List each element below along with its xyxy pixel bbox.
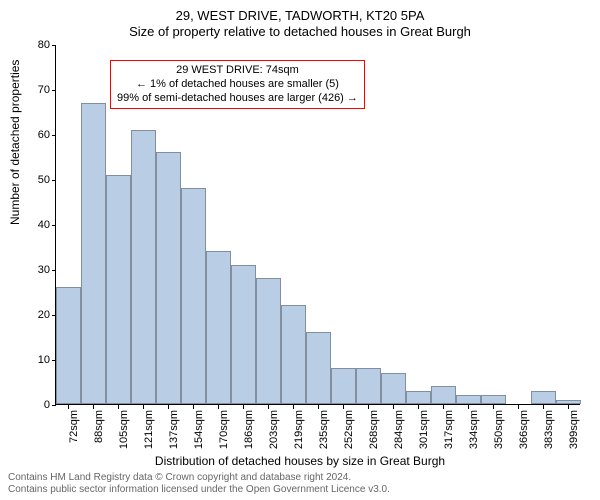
xtick-mark [168, 405, 169, 409]
xtick-label: 186sqm [243, 410, 255, 449]
xtick-label: 317sqm [443, 410, 455, 449]
chart-title-subtitle: Size of property relative to detached ho… [0, 24, 600, 39]
ytick-mark [52, 225, 56, 226]
y-axis-label: Number of detached properties [8, 60, 22, 225]
histogram-bar [456, 395, 481, 404]
xtick-label: 334sqm [468, 410, 480, 449]
xtick-mark [193, 405, 194, 409]
xtick-label: 268sqm [368, 410, 380, 449]
ytick-label: 80 [38, 39, 50, 51]
ytick-mark [52, 135, 56, 136]
xtick-label: 235sqm [318, 410, 330, 449]
ytick-label: 30 [38, 264, 50, 276]
histogram-bar [356, 368, 381, 404]
histogram-bar [431, 386, 456, 404]
histogram-bar [256, 278, 281, 404]
histogram-bar [106, 175, 131, 405]
xtick-label: 252sqm [343, 410, 355, 449]
chart-area: 29 WEST DRIVE: 74sqm ← 1% of detached ho… [55, 45, 580, 405]
ytick-mark [52, 270, 56, 271]
ytick-label: 60 [38, 129, 50, 141]
xtick-label: 121sqm [143, 410, 155, 449]
xtick-label: 72sqm [68, 410, 80, 443]
histogram-bar [231, 265, 256, 405]
ytick-label: 10 [38, 354, 50, 366]
xtick-label: 383sqm [543, 410, 555, 449]
histogram-bar [281, 305, 306, 404]
ytick-mark [52, 45, 56, 46]
xtick-label: 399sqm [568, 410, 580, 449]
xtick-label: 301sqm [418, 410, 430, 449]
xtick-mark [93, 405, 94, 409]
xtick-mark [68, 405, 69, 409]
histogram-bar [331, 368, 356, 404]
xtick-mark [218, 405, 219, 409]
callout-box: 29 WEST DRIVE: 74sqm ← 1% of detached ho… [110, 60, 365, 109]
ytick-label: 0 [44, 399, 50, 411]
histogram-bar [556, 400, 581, 405]
histogram-bar [481, 395, 506, 404]
xtick-mark [518, 405, 519, 409]
ytick-label: 70 [38, 84, 50, 96]
x-axis-label: Distribution of detached houses by size … [0, 454, 600, 468]
ytick-mark [52, 90, 56, 91]
histogram-bar [181, 188, 206, 404]
xtick-mark [318, 405, 319, 409]
footer-attribution: Contains HM Land Registry data © Crown c… [8, 472, 592, 496]
xtick-mark [293, 405, 294, 409]
xtick-label: 105sqm [118, 410, 130, 449]
xtick-mark [493, 405, 494, 409]
histogram-bar [56, 287, 81, 404]
xtick-label: 350sqm [493, 410, 505, 449]
xtick-mark [243, 405, 244, 409]
xtick-label: 366sqm [518, 410, 530, 449]
xtick-mark [543, 405, 544, 409]
footer-line2: Contains public sector information licen… [8, 484, 592, 496]
xtick-label: 154sqm [193, 410, 205, 449]
callout-line2: ← 1% of detached houses are smaller (5) [117, 78, 358, 92]
xtick-mark [143, 405, 144, 409]
xtick-label: 170sqm [218, 410, 230, 449]
histogram-bar [131, 130, 156, 405]
ytick-label: 40 [38, 219, 50, 231]
xtick-mark [468, 405, 469, 409]
chart-title-address: 29, WEST DRIVE, TADWORTH, KT20 5PA [0, 8, 600, 23]
xtick-mark [118, 405, 119, 409]
xtick-label: 137sqm [168, 410, 180, 449]
xtick-label: 284sqm [393, 410, 405, 449]
xtick-mark [343, 405, 344, 409]
histogram-bar [381, 373, 406, 405]
histogram-bar [306, 332, 331, 404]
xtick-mark [418, 405, 419, 409]
xtick-mark [393, 405, 394, 409]
histogram-bar [156, 152, 181, 404]
callout-line1: 29 WEST DRIVE: 74sqm [117, 64, 358, 78]
xtick-mark [268, 405, 269, 409]
callout-line3: 99% of semi-detached houses are larger (… [117, 92, 358, 106]
histogram-bar [81, 103, 106, 405]
ytick-mark [52, 180, 56, 181]
xtick-label: 219sqm [293, 410, 305, 449]
xtick-label: 203sqm [268, 410, 280, 449]
xtick-mark [443, 405, 444, 409]
histogram-bar [206, 251, 231, 404]
ytick-label: 50 [38, 174, 50, 186]
ytick-mark [52, 405, 56, 406]
footer-line1: Contains HM Land Registry data © Crown c… [8, 472, 592, 484]
xtick-mark [368, 405, 369, 409]
histogram-bar [406, 391, 431, 405]
histogram-bar [531, 391, 556, 405]
ytick-label: 20 [38, 309, 50, 321]
xtick-mark [568, 405, 569, 409]
xtick-label: 88sqm [93, 410, 105, 443]
